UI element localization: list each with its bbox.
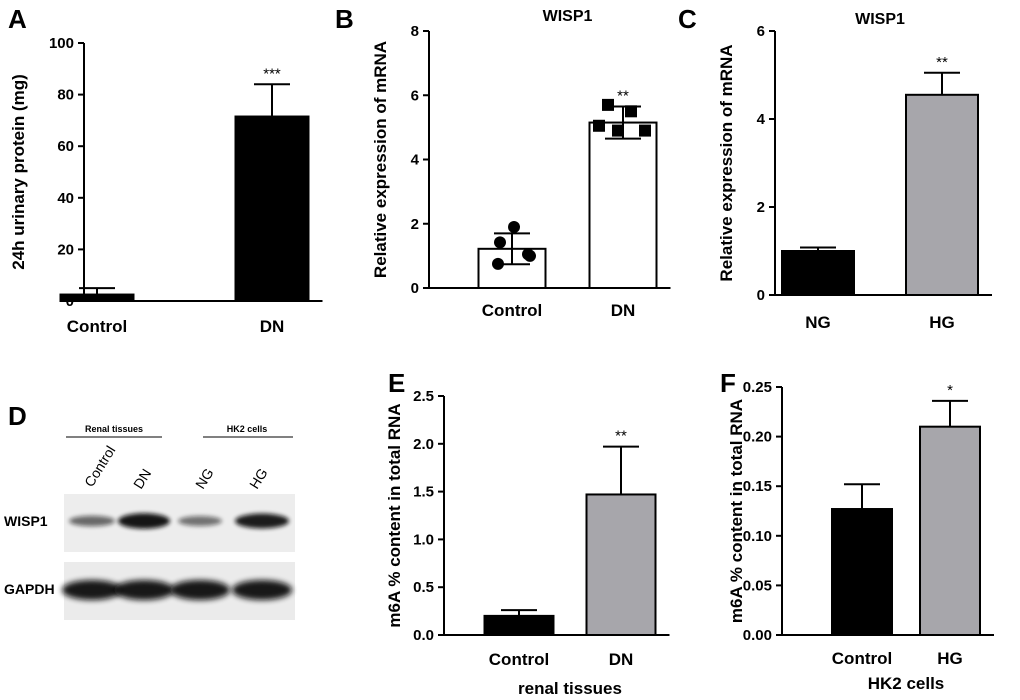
chart-a-y-tick-label: 100 xyxy=(49,35,74,52)
chart-b-y-label: Relative expression of mRNA xyxy=(371,41,390,278)
chart-e-y-tick-label: 1.0 xyxy=(413,531,434,548)
chart-b-category-label: DN xyxy=(611,301,636,320)
chart-b: 0 2 4 6 8 Relative expression of mRNA WISP1 Con… xyxy=(371,8,671,320)
chart-b-point-circle xyxy=(508,220,520,233)
chart-e-category-label: Control xyxy=(489,650,549,669)
panel-letter-f: F xyxy=(720,368,736,398)
blot-row-label-gapdh: GAPDH xyxy=(4,581,55,597)
panel-letter-e: E xyxy=(388,368,405,398)
chart-f-bar-control xyxy=(831,508,893,636)
wisp1-band xyxy=(178,516,222,526)
chart-f-y-tick-label: 0.05 xyxy=(743,577,772,594)
western-blot: Renal tissues HK2 cells Control DN NG HG… xyxy=(4,424,295,620)
lane-label-ng: NG xyxy=(192,465,217,491)
chart-c-bar-hg xyxy=(905,93,979,296)
wisp1-band xyxy=(235,513,289,529)
blot-group-hk2: HK2 cells xyxy=(227,424,268,434)
gapdh-band xyxy=(62,580,122,600)
chart-f-y-tick-label: 0.25 xyxy=(743,379,772,396)
chart-b-significance: ** xyxy=(617,87,629,104)
chart-e-category-label: DN xyxy=(609,650,634,669)
chart-c-y-tick-label: 0 xyxy=(757,287,765,304)
chart-b-point-square xyxy=(625,105,637,118)
blot-group-renal: Renal tissues xyxy=(85,424,143,434)
chart-b-y-tick-label: 0 xyxy=(411,280,419,297)
chart-e-y-tick-label: 1.5 xyxy=(413,484,434,501)
chart-e-significance: ** xyxy=(615,428,627,445)
chart-e-y-tick-label: 0.5 xyxy=(413,579,434,596)
panel-letter-d: D xyxy=(8,401,27,431)
chart-e-y-tick-label: 0.0 xyxy=(413,627,434,644)
chart-b-y-tick-label: 8 xyxy=(411,23,419,40)
wisp1-band xyxy=(118,513,170,529)
chart-c-y-label: Relative expression of mRNA xyxy=(717,44,736,281)
chart-b-point-circle xyxy=(494,236,506,249)
chart-f-y-tick-label: 0.10 xyxy=(743,528,772,545)
chart-a-y-tick-label: 80 xyxy=(57,87,74,104)
chart-a-y-tick-label: 60 xyxy=(57,138,74,155)
chart-b-bar-dn xyxy=(588,121,658,290)
chart-e-x-label: renal tissues xyxy=(518,679,622,698)
lane-label-dn: DN xyxy=(130,466,154,492)
chart-a-y-tick-label: 40 xyxy=(57,190,74,207)
chart-a-bar-dn xyxy=(234,115,310,302)
chart-f-y-tick-label: 0.20 xyxy=(743,429,772,446)
panel-letter-b: B xyxy=(335,4,354,34)
chart-c: 0 2 4 6 Relative expression of mRNA WISP1 NG HG… xyxy=(717,11,992,332)
blot-row-label-wisp1: WISP1 xyxy=(4,513,48,529)
chart-b-title: WISP1 xyxy=(543,8,593,25)
blot-bands xyxy=(62,513,292,600)
chart-b-point-square xyxy=(612,124,624,137)
lane-label-hg: HG xyxy=(246,465,271,491)
chart-f-y-label: m6A % content in total RNA xyxy=(727,399,746,623)
chart-b-point-square xyxy=(639,124,651,137)
chart-f-significance: * xyxy=(947,382,953,399)
chart-a-significance: *** xyxy=(263,65,281,82)
chart-e-y-tick-label: 2.0 xyxy=(413,436,434,453)
chart-b-category-label: Control xyxy=(482,301,542,320)
chart-b-point-square xyxy=(602,98,614,111)
chart-f-y-tick-label: 0.15 xyxy=(743,478,772,495)
gapdh-band xyxy=(114,580,174,600)
chart-b-point-circle xyxy=(524,249,536,262)
chart-a-category-label: DN xyxy=(260,317,285,336)
chart-b-point-square xyxy=(593,119,605,132)
chart-f-x-label: HK2 cells xyxy=(868,674,945,693)
chart-f-category-label: Control xyxy=(832,649,892,668)
chart-f-category-label: HG xyxy=(937,649,963,668)
chart-e-bar-control xyxy=(483,614,555,637)
gapdh-band xyxy=(170,580,230,600)
wisp1-band xyxy=(69,515,115,527)
chart-b-point-circle xyxy=(492,257,504,270)
chart-c-title: WISP1 xyxy=(855,11,905,28)
chart-e: 0.0 0.5 1.0 1.5 2.0 2.5 m6A % content in total… xyxy=(385,388,670,698)
chart-a: 02040608010024h urinary protein (mg)Cont… xyxy=(9,35,323,336)
chart-c-category-label: HG xyxy=(929,313,955,332)
chart-b-y-tick-label: 6 xyxy=(411,87,419,104)
chart-f: 0.00 0.05 0.10 0.15 0.20 0.25 m6A % content in… xyxy=(727,379,994,693)
chart-a-y-tick-label: 20 xyxy=(57,241,74,258)
chart-c-category-label: NG xyxy=(805,313,831,332)
lane-label-control: Control xyxy=(81,443,118,490)
chart-f-y-tick-label: 0.00 xyxy=(743,627,772,644)
chart-c-y-tick-label: 6 xyxy=(757,23,765,40)
chart-c-bar-ng xyxy=(781,250,855,296)
chart-c-significance: ** xyxy=(936,54,948,71)
chart-b-y-tick-label: 4 xyxy=(411,152,420,169)
panel-letter-c: C xyxy=(678,4,697,34)
chart-a-y-label: 24h urinary protein (mg) xyxy=(9,74,28,270)
gapdh-band xyxy=(232,580,292,600)
chart-f-bar-hg xyxy=(919,425,981,636)
chart-c-y-tick-label: 4 xyxy=(757,111,766,128)
chart-c-y-tick-label: 2 xyxy=(757,199,765,216)
chart-e-bar-dn xyxy=(585,493,657,636)
chart-a-bar-control xyxy=(59,293,135,302)
chart-a-category-label: Control xyxy=(67,317,127,336)
chart-e-y-label: m6A % content in total RNA xyxy=(385,403,404,627)
panel-letter-a: A xyxy=(8,4,27,34)
chart-e-y-tick-label: 2.5 xyxy=(413,388,434,405)
chart-b-y-tick-label: 2 xyxy=(411,216,419,233)
